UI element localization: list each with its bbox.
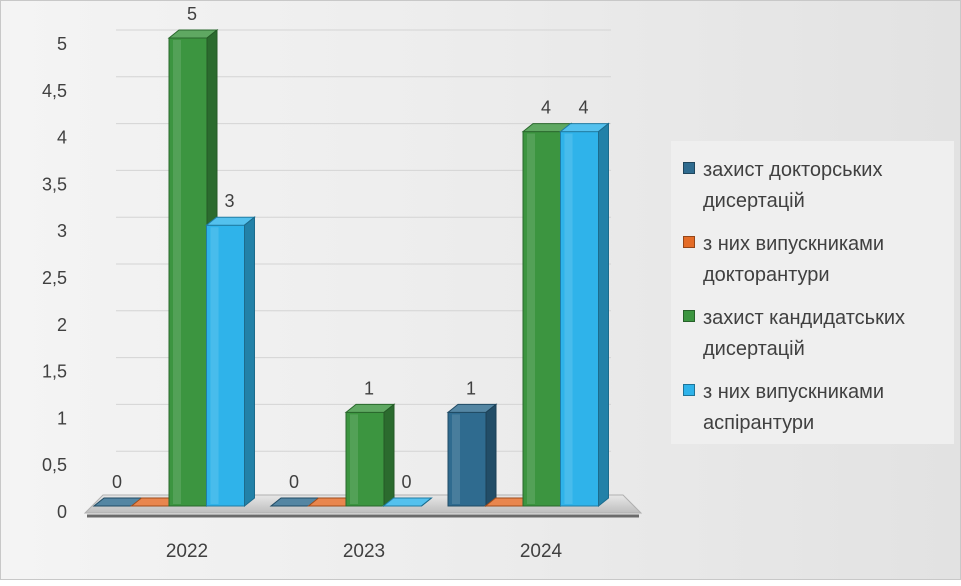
bar-highlight: [527, 134, 535, 504]
bar-doctoral-defenses-2024: [448, 404, 496, 506]
y-tick-label: 1: [57, 408, 67, 428]
y-tick-label: 0: [57, 502, 67, 522]
x-tick-label: 2024: [520, 541, 563, 562]
bar-highlight: [350, 414, 358, 504]
y-tick-label: 4,5: [42, 81, 67, 101]
x-axis-ticks: 2022 2023 2024: [166, 541, 563, 562]
legend-swatch-candidate-defenses: [683, 310, 695, 322]
y-tick-label: 1,5: [42, 362, 67, 382]
y-tick-label: 2: [57, 315, 67, 335]
data-label: 0: [289, 472, 299, 492]
legend: захист докторських дисертацій з них випу…: [671, 141, 954, 444]
data-label: 1: [466, 378, 476, 398]
bar-side: [486, 404, 496, 506]
data-label: 5: [187, 4, 197, 24]
legend-label-candidate-defenses: захист кандидатських дисертацій: [703, 303, 953, 365]
bar-phd-graduates-2022: [207, 217, 255, 506]
bar-side: [599, 124, 609, 506]
legend-swatch-phd-graduates: [683, 384, 695, 396]
bars: [94, 30, 609, 506]
bar-highlight: [565, 134, 573, 504]
legend-swatch-doctoral-defenses: [683, 162, 695, 174]
data-label: 3: [224, 191, 234, 211]
legend-label-phd-graduates: з них випускниками аспірантури: [703, 377, 953, 439]
y-tick-label: 2,5: [42, 268, 67, 288]
y-tick-label: 3: [57, 221, 67, 241]
bar-highlight: [452, 414, 460, 504]
data-label: 4: [541, 98, 551, 118]
bar-side: [384, 404, 394, 506]
legend-swatch-doctoral-graduates: [683, 236, 695, 248]
y-tick-label: 4: [57, 128, 67, 148]
data-label: 4: [578, 98, 588, 118]
bar-highlight: [211, 227, 219, 504]
y-tick-label: 0,5: [42, 455, 67, 475]
data-label: 0: [401, 472, 411, 492]
y-tick-label: 5: [57, 34, 67, 54]
y-tick-label: 3,5: [42, 174, 67, 194]
bar-highlight: [173, 40, 181, 504]
y-axis-ticks: 0 0,5 1 1,5 2 2,5 3 3,5 4 4,5 5: [42, 34, 67, 522]
bar-phd-graduates-2024: [561, 124, 609, 506]
bar-side: [245, 217, 255, 506]
legend-label-doctoral-graduates: з них випускниками докторантури: [703, 229, 953, 291]
x-tick-label: 2023: [343, 541, 385, 562]
x-tick-label: 2022: [166, 541, 208, 562]
data-label: 1: [364, 378, 374, 398]
data-label: 0: [112, 472, 122, 492]
legend-label-doctoral-defenses: захист докторських дисертацій: [703, 155, 953, 217]
bar-candidate-defenses-2023: [346, 404, 394, 506]
